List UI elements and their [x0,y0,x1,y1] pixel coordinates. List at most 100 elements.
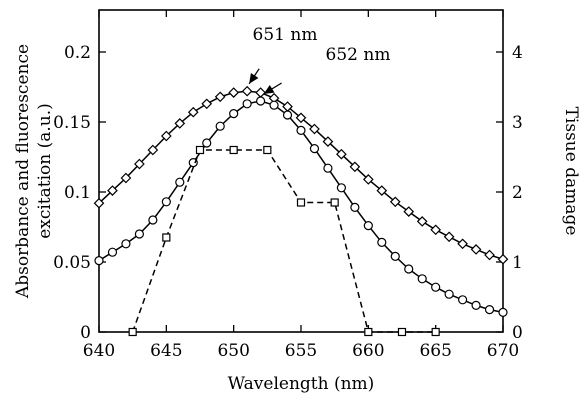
diamond-point [484,249,495,261]
y2-tick-label: 2 [512,183,523,203]
series-square-line [131,149,436,333]
diamond-point [160,130,172,142]
diamond-point [228,87,240,98]
circle-point [377,237,387,247]
diamond-point [457,238,468,250]
diamond-point [497,253,509,265]
square-point [128,327,137,337]
circle-point [350,202,360,212]
y2-tick-label: 4 [512,43,523,63]
circle-point [458,295,468,305]
annotation-layer: 651 nm 652 nm [248,25,391,95]
x-tick-label: 640 [83,341,115,361]
diamond-point [430,224,442,236]
circle-point [363,221,373,231]
y-axis-label: Absorbance and fluorescence excitation (… [13,44,55,299]
circle-point [309,144,320,154]
circle-point [121,239,131,249]
square-point [330,198,339,207]
circle-point [161,197,171,207]
diamond-point [134,158,145,170]
circle-point [296,125,306,135]
circle-point [431,282,441,292]
ticks: 640 645 650 655 660 665 67000.050.10.150.20123… [53,10,523,361]
diamond-point [93,197,105,209]
y-tick-label: 0.1 [64,183,91,203]
square-point [296,198,306,207]
circle-point [242,99,252,109]
series-layer [93,85,509,337]
diamond-point [349,161,361,173]
diamond-point [120,172,132,184]
x-tick-label: 670 [487,341,519,361]
x-tick-label: 660 [352,341,384,361]
square-point [195,145,205,155]
y-axis-label-line-1: Absorbance and fluorescence [13,44,33,299]
circle-point [417,274,427,284]
diamond-point [443,231,455,243]
diamond-point [403,206,415,217]
circle-point [498,307,508,317]
diamond-point [241,85,253,97]
circle-point [229,108,239,119]
diamond-point [470,244,482,255]
circle-point [107,247,118,257]
circle-point [336,183,346,193]
circle-point [256,96,266,106]
circle-point [269,100,279,110]
diamond-point [201,98,213,110]
diamond-point [255,87,266,98]
square-point [162,233,171,242]
arrow-652nm-head [263,84,275,94]
circle-point [444,289,454,299]
y-axis-label-line-2: excitation (a.u.) [35,103,55,239]
circle-point [202,138,212,148]
circle-point [404,264,414,274]
x-axis-label: Wavelength (nm) [228,374,375,394]
circle-point [148,215,158,225]
square-point [431,327,440,337]
y-tick-label: 0.2 [64,43,91,63]
circle-point [484,305,495,315]
square-point [229,145,238,155]
diamond-point [376,185,388,196]
diamond-point [336,148,347,160]
y-tick-label: 0.15 [53,113,91,133]
circle-point [175,177,185,187]
square-point [263,145,272,155]
y2-tick-label: 1 [512,253,523,273]
circle-point [390,251,400,261]
arrow-651nm-head [249,72,259,84]
circle-point [471,300,481,310]
x-tick-label: 645 [150,341,182,361]
y2-axis-label: Tissue damage [561,107,581,236]
x-tick-label: 650 [217,341,249,361]
y2-tick-label: 3 [512,113,523,133]
plot-frame [98,9,504,333]
circle-point [94,256,104,266]
diamond-point [174,118,186,129]
circle-point [282,110,293,120]
y-tick-label: 0.05 [53,253,91,273]
diamond-point [322,136,334,147]
annotation-651nm: 651 nm [253,25,318,45]
diamond-point [147,144,159,156]
circle-point [134,229,144,239]
x-tick-label: 655 [285,341,317,361]
square-point [364,327,373,337]
diamond-point [389,196,401,208]
diamond-point [416,216,428,227]
x-tick-label: 665 [419,341,451,361]
diamond-point [187,106,199,118]
diamond-point [309,123,320,135]
circle-point [215,121,225,131]
annotation-652nm: 652 nm [326,45,391,65]
diamond-point [214,91,226,103]
diamond-point [107,185,118,196]
diamond-point [295,112,307,124]
y2-tick-label: 0 [512,323,523,343]
square-point [397,327,407,337]
circle-point [323,163,333,173]
diamond-point [362,174,374,185]
